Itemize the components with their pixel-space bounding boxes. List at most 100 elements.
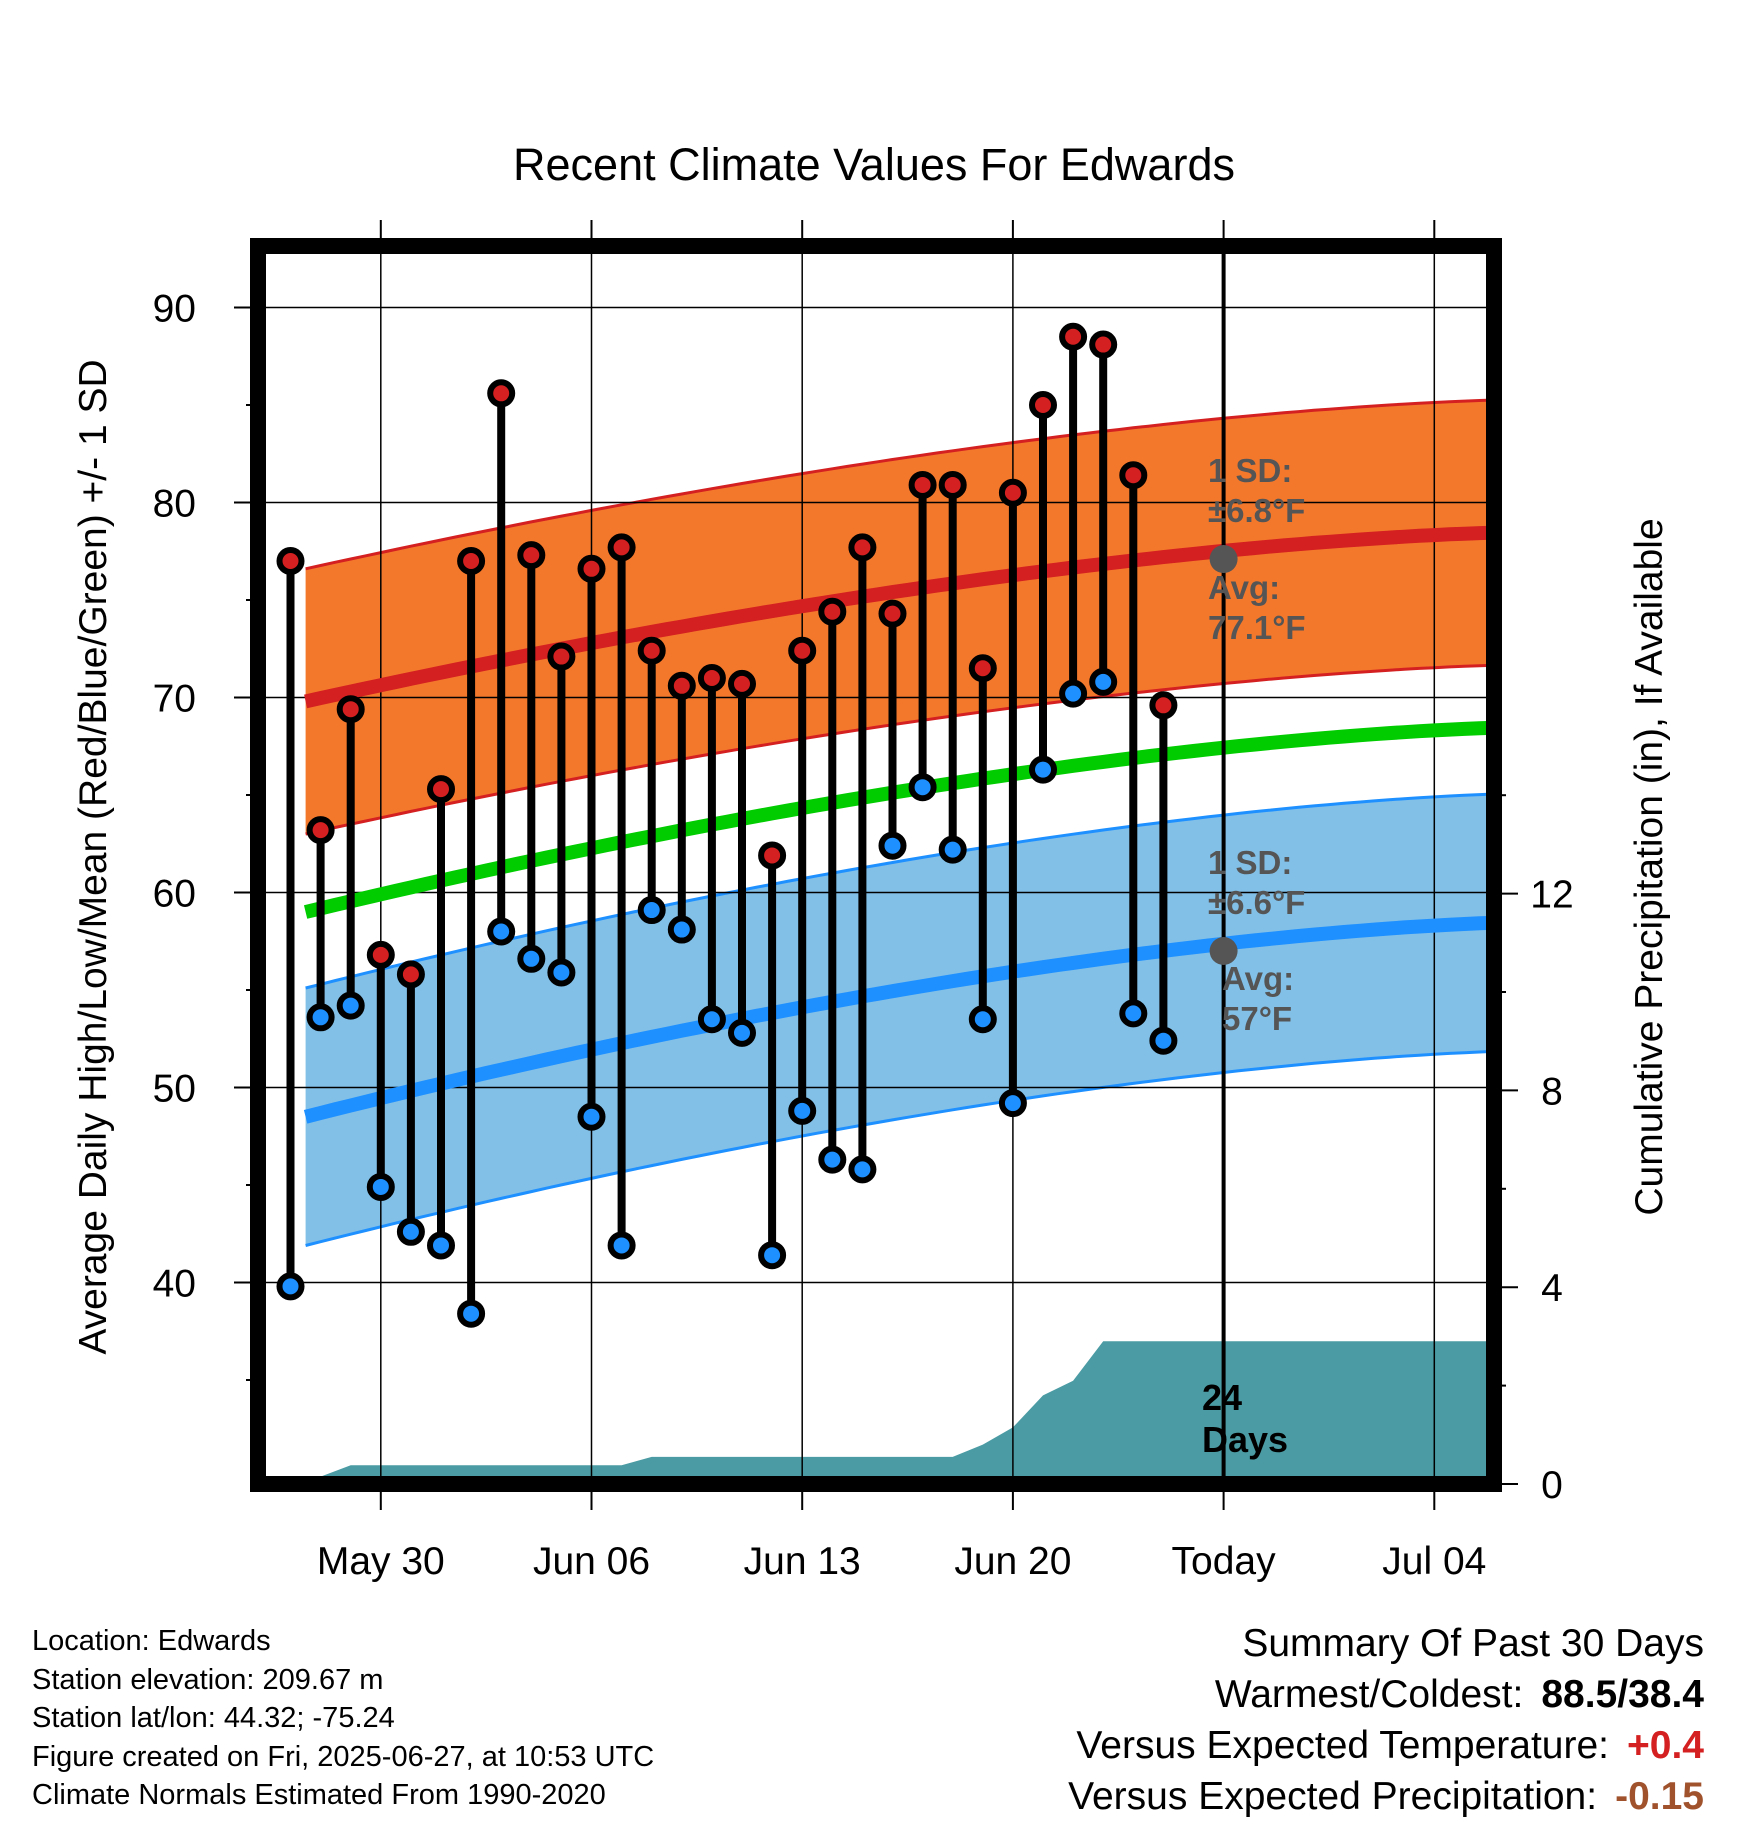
high-temp-point (427, 775, 455, 804)
x-tick-label: Today (1172, 1540, 1277, 1583)
low-temp-point (607, 1231, 636, 1260)
created-text: Figure created on Fri, 2025-06-27, at 10… (32, 1740, 655, 1773)
low-temp-point (938, 835, 967, 864)
high-temp-point (968, 654, 997, 683)
summary-heading: Summary Of Past 30 Days (1242, 1622, 1704, 1665)
low-temp-point (998, 1089, 1027, 1118)
low-temp-point (427, 1231, 455, 1260)
y-tick-label: 60 (153, 873, 196, 916)
low-temp-point (396, 1217, 425, 1246)
high-band-upper-edge (305, 398, 1494, 571)
precip-row: Versus Expected Precipitation: -0.15 (1068, 1771, 1704, 1822)
high-temp-point (637, 636, 666, 665)
low-temp-point (336, 991, 365, 1020)
low-temp-point (306, 1003, 335, 1032)
precip-area (290, 1341, 1494, 1484)
normals-text: Climate Normals Estimated From 1990-2020 (32, 1779, 606, 1811)
high-temp-point (366, 940, 395, 969)
high-temp-point (577, 554, 606, 583)
low-temp-point (848, 1155, 877, 1184)
high-temp-point (457, 547, 486, 575)
warmest-row: Warmest/Coldest: 88.5/38.4 (1068, 1669, 1704, 1720)
low-temp-point (487, 917, 516, 946)
high-temp-point (1119, 461, 1148, 490)
y2-tick-label: 12 (1530, 874, 1573, 917)
high-temp-point (487, 379, 516, 408)
high-temp-point (336, 695, 365, 724)
high-temp-point (878, 599, 907, 628)
high-temp-point (547, 642, 576, 671)
low-temp-point (758, 1241, 787, 1270)
low-temp-point (517, 944, 546, 973)
high-avg-annotation-0: Avg: (1208, 569, 1280, 606)
high-temp-point (667, 671, 696, 700)
x-tick-label: May 30 (317, 1540, 445, 1583)
low-temp-point (818, 1145, 847, 1174)
high-temp-point (1089, 330, 1118, 359)
high-temp-point (396, 960, 425, 989)
low-temp-point (667, 915, 696, 944)
y-tick-label: 70 (153, 678, 196, 721)
high-temp-point (998, 478, 1027, 507)
x-tick-label: Jul 04 (1382, 1540, 1486, 1583)
days-label-1: Days (1202, 1419, 1288, 1460)
high-temp-point (1059, 322, 1088, 351)
low-avg-annotation-1: 57°F (1222, 1000, 1292, 1037)
high-temp-point (517, 541, 546, 570)
low-temp-point (788, 1096, 817, 1125)
high-temp-point (908, 470, 937, 499)
high-temp-point (607, 533, 636, 562)
high-sd-annotation-0: 1 SD: (1208, 452, 1292, 489)
high-temp-point (848, 533, 877, 562)
x-tick-label: Jun 06 (533, 1540, 650, 1583)
warmest-label: Warmest/Coldest: (1214, 1673, 1524, 1716)
high-temp-point (938, 470, 967, 499)
elevation-text: Station elevation: 209.67 m (32, 1663, 384, 1696)
high-temp-point (788, 636, 817, 665)
low-temp-point (728, 1018, 756, 1047)
high-sd-annotation-1: ±6.8°F (1208, 492, 1305, 529)
precip-label: Versus Expected Precipitation: (1068, 1775, 1598, 1818)
y-tick-label: 40 (153, 1263, 196, 1306)
station-info: Location: Edwards Station elevation: 209… (32, 1622, 654, 1815)
low-temp-point (457, 1299, 486, 1328)
low-temp-point (968, 1005, 997, 1034)
y-axis-label: Average Daily High/Low/Mean (Red/Blue/Gr… (72, 359, 115, 1354)
high-temp-point (306, 816, 335, 845)
high-temp-point (758, 841, 787, 870)
low-temp-point (878, 831, 907, 860)
low-avg-annotation-0: Avg: (1222, 960, 1294, 997)
high-temp-point (728, 669, 756, 698)
high-avg-annotation-1: 77.1°F (1208, 609, 1306, 646)
high-temp-point (697, 664, 726, 692)
low-temp-point (366, 1172, 395, 1201)
normal-low-line (303, 915, 1494, 1124)
y-tick-label: 50 (153, 1068, 196, 1111)
temp-row: Versus Expected Temperature: +0.4 (1068, 1720, 1704, 1771)
high-temp-point (1029, 391, 1057, 419)
plot-area (258, 246, 1494, 1484)
low-temp-point (697, 1005, 726, 1034)
low-temp-point (908, 773, 937, 802)
days-label-0: 24 (1202, 1377, 1242, 1418)
y2-tick-label: 4 (1541, 1267, 1563, 1310)
today-avg-low-marker (1209, 937, 1238, 965)
low-sd-annotation-0: 1 SD: (1208, 844, 1292, 881)
latlon-text: Station lat/lon: 44.32; -75.24 (32, 1702, 395, 1734)
low-temp-point (1089, 667, 1118, 696)
x-tick-label: Jun 20 (954, 1540, 1071, 1583)
y2-tick-label: 8 (1541, 1070, 1563, 1113)
location-text: Location: Edwards (32, 1625, 271, 1657)
low-temp-point (547, 958, 576, 987)
y-tick-label: 90 (153, 288, 196, 331)
high-temp-point (818, 597, 847, 626)
low-temp-point (1149, 1026, 1178, 1055)
low-temp-point (1029, 755, 1057, 784)
warmest-value: 88.5/38.4 (1541, 1673, 1704, 1716)
high-temp-point (1149, 691, 1178, 720)
y-tick-label: 80 (153, 483, 196, 526)
summary-panel: Summary Of Past 30 Days Warmest/Coldest:… (1068, 1618, 1704, 1822)
precip-value: -0.15 (1615, 1775, 1704, 1818)
low-sd-band (305, 794, 1494, 1246)
